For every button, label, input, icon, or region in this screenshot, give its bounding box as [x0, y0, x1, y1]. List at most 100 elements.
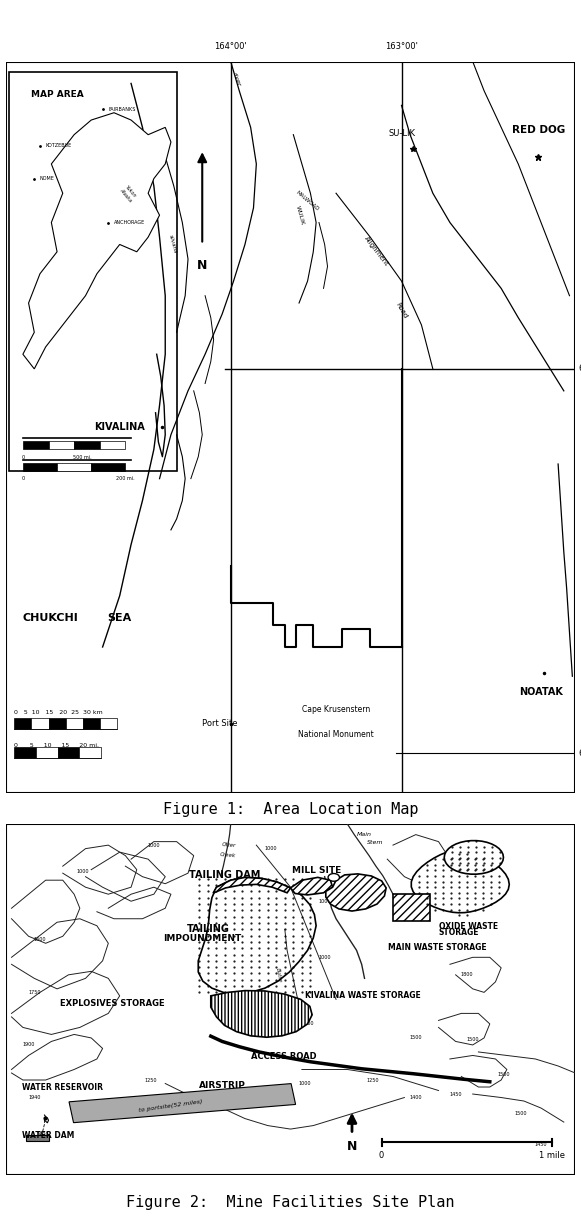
Ellipse shape	[328, 873, 339, 881]
Text: WULIK: WULIK	[295, 205, 304, 225]
Bar	[49, 718, 66, 729]
Text: N: N	[347, 1139, 357, 1153]
Bar	[100, 440, 125, 449]
Text: EXPLOSIVES STORAGE: EXPLOSIVES STORAGE	[60, 999, 164, 1009]
Bar	[23, 462, 57, 471]
Text: 1750: 1750	[28, 990, 41, 995]
Text: OPEN PIT: OPEN PIT	[418, 876, 465, 884]
Text: TAILING: TAILING	[187, 924, 229, 935]
Bar	[58, 748, 79, 758]
Text: 1000: 1000	[148, 843, 160, 847]
Text: CHUKCHI: CHUKCHI	[22, 613, 78, 622]
Bar	[100, 718, 117, 729]
Text: Alignment: Alignment	[363, 236, 389, 268]
Text: 1800: 1800	[461, 973, 474, 978]
Text: 1900: 1900	[23, 1043, 35, 1048]
Text: siivana: siivana	[168, 235, 178, 255]
Text: 1500: 1500	[467, 1037, 479, 1042]
Polygon shape	[290, 877, 333, 895]
Polygon shape	[69, 1084, 296, 1123]
Text: 1250: 1250	[145, 1077, 157, 1082]
Text: 0: 0	[21, 455, 24, 460]
Text: 0      5     10     15     20 mi.: 0 5 10 15 20 mi.	[15, 743, 99, 748]
Bar	[9, 73, 177, 471]
Bar	[23, 440, 48, 449]
Text: to portsite(52 miles): to portsite(52 miles)	[139, 1100, 203, 1113]
Text: WATER RESERVOIR: WATER RESERVOIR	[21, 1084, 103, 1092]
Text: Otter: Otter	[222, 843, 237, 849]
Text: Figure 2:  Mine Facilities Site Plan: Figure 2: Mine Facilities Site Plan	[126, 1196, 455, 1210]
Bar	[83, 718, 100, 729]
Polygon shape	[23, 113, 171, 369]
Text: 200 mi.: 200 mi.	[116, 476, 135, 481]
Text: 1000: 1000	[318, 899, 331, 904]
Text: MALWOAD: MALWOAD	[295, 189, 320, 212]
Text: 163°00': 163°00'	[385, 42, 418, 50]
Text: Figure 1:  Area Location Map: Figure 1: Area Location Map	[163, 802, 418, 817]
Text: WATER DAM: WATER DAM	[21, 1130, 74, 1140]
Text: MILL SITE: MILL SITE	[292, 866, 341, 875]
Text: 1500: 1500	[410, 1036, 422, 1041]
Text: NOME: NOME	[40, 176, 55, 181]
Text: N: N	[197, 260, 207, 272]
Polygon shape	[444, 840, 504, 875]
Polygon shape	[326, 873, 386, 911]
Text: 1000: 1000	[299, 1081, 311, 1086]
Text: 1000: 1000	[264, 846, 277, 851]
Polygon shape	[213, 877, 290, 893]
Text: 0: 0	[379, 1151, 384, 1160]
Text: Stem: Stem	[367, 840, 383, 845]
Bar	[31, 718, 48, 729]
Text: river: river	[232, 73, 241, 87]
Text: 1000: 1000	[37, 1132, 49, 1137]
Text: 1500: 1500	[515, 1111, 528, 1116]
Bar	[66, 718, 83, 729]
Text: 68°00': 68°00'	[578, 364, 581, 374]
Text: Butte: Butte	[275, 967, 283, 983]
Text: 500 mi.: 500 mi.	[73, 455, 92, 460]
Text: Cape Krusenstern: Cape Krusenstern	[302, 705, 370, 713]
Text: KOTZEBUE: KOTZEBUE	[46, 143, 72, 148]
Text: STORAGE: STORAGE	[439, 929, 479, 937]
Text: Road: Road	[394, 301, 408, 320]
Bar	[393, 894, 430, 920]
Text: MAP AREA: MAP AREA	[31, 90, 84, 98]
Text: AIRSTRIP: AIRSTRIP	[199, 1081, 246, 1090]
Text: 67°30': 67°30'	[578, 749, 581, 758]
Text: 1500: 1500	[498, 1073, 510, 1077]
Text: Main: Main	[357, 833, 372, 838]
Bar	[36, 748, 58, 758]
Text: OXIDE WASTE: OXIDE WASTE	[439, 922, 498, 931]
Bar	[57, 462, 91, 471]
Text: ANCHORAGE: ANCHORAGE	[114, 220, 145, 225]
Polygon shape	[211, 990, 312, 1037]
Text: 1450: 1450	[535, 1143, 547, 1148]
Bar	[91, 462, 125, 471]
Text: 1940: 1940	[28, 1095, 41, 1100]
Bar	[15, 718, 31, 729]
Text: RED DOG: RED DOG	[511, 124, 565, 134]
Text: SEA: SEA	[107, 613, 132, 622]
Text: 1600: 1600	[34, 937, 46, 942]
Bar	[79, 748, 101, 758]
Text: 1450: 1450	[449, 1091, 462, 1096]
Bar	[26, 1135, 49, 1141]
Text: IMPOUNDMENT: IMPOUNDMENT	[163, 935, 241, 943]
Text: Yukon
Alaska: Yukon Alaska	[119, 183, 138, 203]
Text: 1 mile: 1 mile	[539, 1151, 565, 1160]
Text: Port Site: Port Site	[202, 720, 237, 728]
Bar	[15, 748, 36, 758]
Text: National Monument: National Monument	[298, 731, 374, 739]
Text: FAIRBANKS: FAIRBANKS	[108, 107, 136, 112]
Text: 1000: 1000	[77, 868, 89, 875]
Text: 164°00': 164°00'	[214, 42, 247, 50]
Text: 0: 0	[21, 476, 24, 481]
Polygon shape	[411, 850, 510, 913]
Text: 1400: 1400	[410, 1095, 422, 1100]
Text: KIVALINA: KIVALINA	[94, 422, 145, 433]
Text: TAILING DAM: TAILING DAM	[189, 870, 260, 879]
Text: MAIN WASTE STORAGE: MAIN WASTE STORAGE	[389, 943, 487, 952]
Text: ACCESS ROAD: ACCESS ROAD	[250, 1052, 316, 1060]
Text: 1250: 1250	[367, 1077, 379, 1082]
Text: 0   5  10   15   20  25  30 km: 0 5 10 15 20 25 30 km	[15, 711, 103, 716]
